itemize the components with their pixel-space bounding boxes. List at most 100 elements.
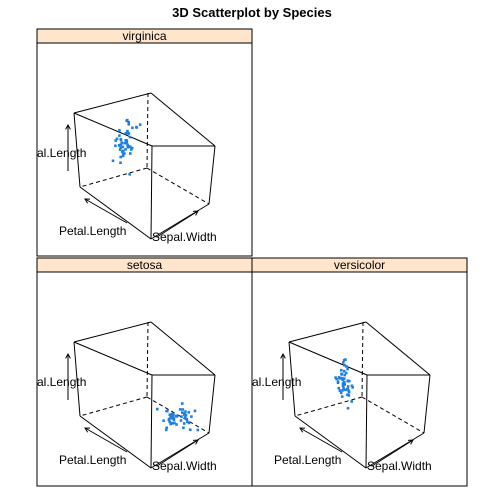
data-point <box>335 377 338 381</box>
cube-edge <box>79 415 152 469</box>
data-point <box>351 386 354 389</box>
cube-edge <box>73 341 81 417</box>
data-point <box>175 414 179 418</box>
cube-edge <box>150 145 153 240</box>
data-point <box>119 146 122 149</box>
data-point <box>124 132 128 135</box>
cube-edge <box>150 432 210 469</box>
data-point <box>127 123 131 126</box>
data-point <box>165 426 168 430</box>
cube-edge <box>150 203 210 240</box>
cube-hidden-edge <box>146 321 149 398</box>
x-axis-arrow-head <box>407 439 414 445</box>
data-point <box>184 410 187 413</box>
data-point <box>168 420 172 424</box>
cube-edge <box>150 321 216 376</box>
data-point <box>125 141 129 144</box>
data-point <box>346 385 350 388</box>
data-point <box>343 363 346 367</box>
y-axis-arrow <box>84 427 128 453</box>
data-point <box>344 358 347 361</box>
data-point <box>119 143 123 147</box>
data-point <box>115 137 119 141</box>
data-point <box>119 161 122 164</box>
cube-edge <box>73 112 81 188</box>
data-point <box>350 384 354 388</box>
data-point <box>184 413 188 417</box>
data-point <box>180 415 183 418</box>
data-point <box>181 408 185 411</box>
data-point <box>170 412 174 416</box>
strip-label: versicolor <box>334 258 385 272</box>
data-point <box>190 415 193 418</box>
panel-setosa: setosa al.Length Petal.Length Sepal.Width <box>36 257 253 487</box>
data-point <box>344 371 348 375</box>
x-axis-label: Sepal.Width <box>152 459 217 473</box>
strip-label: setosa <box>127 258 163 272</box>
panel-frame <box>251 271 468 487</box>
data-point <box>114 139 117 142</box>
data-point <box>184 416 187 420</box>
data-point <box>179 419 183 422</box>
cube-edge <box>365 321 431 376</box>
data-point <box>175 423 178 426</box>
data-point <box>341 389 344 392</box>
data-point <box>125 139 129 142</box>
data-point <box>196 428 200 432</box>
data-point <box>126 143 129 147</box>
data-point <box>130 146 134 150</box>
data-point <box>126 145 130 149</box>
panel-versicolor: versicolor al.Length Petal.Length Sepal.Wid… <box>251 257 468 487</box>
cube-edge <box>288 321 367 343</box>
data-point <box>118 134 121 137</box>
cube-edge <box>150 92 216 147</box>
x-axis-label: Sepal.Width <box>152 230 217 244</box>
cube-hidden-edge <box>361 396 425 434</box>
cube-edge <box>294 415 367 469</box>
x-axis-arrow-head <box>192 210 199 216</box>
data-point <box>343 380 346 384</box>
z-axis-label: al.Length <box>37 146 86 160</box>
cube-edge <box>365 432 425 469</box>
data-point <box>126 129 129 133</box>
data-point <box>121 154 125 158</box>
data-point <box>168 413 172 416</box>
data-point <box>338 377 341 380</box>
data-point <box>334 376 337 379</box>
data-point <box>346 367 349 371</box>
data-point <box>126 131 130 135</box>
data-point <box>185 418 189 421</box>
data-point <box>173 421 176 425</box>
data-point <box>129 148 133 151</box>
cube-hidden-edge <box>294 396 363 417</box>
data-point <box>343 373 346 377</box>
x-axis-arrow <box>156 210 199 238</box>
x-axis-label: Sepal.Width <box>367 459 432 473</box>
cube-edge <box>288 341 368 376</box>
data-point <box>118 148 122 151</box>
cube-hidden-edge <box>146 167 210 205</box>
data-point <box>186 420 189 424</box>
data-point <box>187 411 191 414</box>
data-point <box>121 152 125 156</box>
panel-frame <box>36 42 253 257</box>
data-point <box>124 148 127 151</box>
x-axis-arrow-head <box>192 439 199 445</box>
data-point <box>339 391 343 395</box>
data-point <box>169 415 172 418</box>
data-point <box>346 379 350 383</box>
data-point <box>346 387 349 391</box>
data-point <box>340 373 343 376</box>
cube-hidden-edge <box>79 396 148 417</box>
y-axis-arrow <box>84 198 128 224</box>
data-point <box>129 145 132 149</box>
data-point <box>128 173 131 176</box>
data-point <box>342 369 346 373</box>
data-point <box>342 361 345 364</box>
data-point <box>128 135 132 139</box>
cube-edge <box>208 145 216 205</box>
data-point <box>138 123 142 126</box>
data-point <box>111 159 115 163</box>
data-point <box>340 377 344 380</box>
